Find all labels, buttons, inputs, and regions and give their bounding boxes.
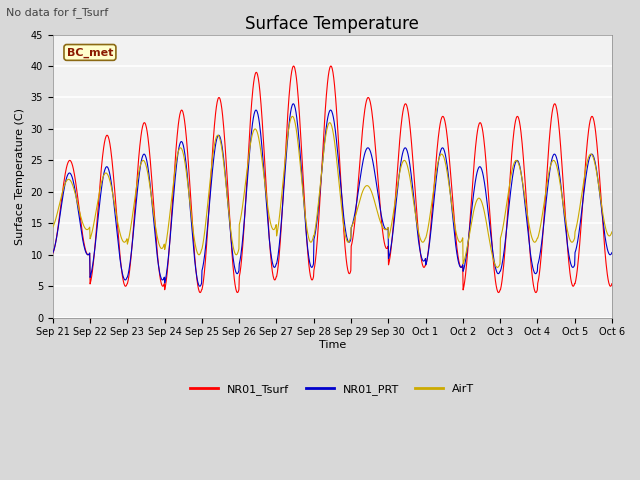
X-axis label: Time: Time [319, 340, 346, 350]
Text: BC_met: BC_met [67, 48, 113, 58]
Legend: NR01_Tsurf, NR01_PRT, AirT: NR01_Tsurf, NR01_PRT, AirT [186, 380, 479, 400]
Y-axis label: Surface Temperature (C): Surface Temperature (C) [15, 108, 25, 245]
Text: No data for f_Tsurf: No data for f_Tsurf [6, 7, 109, 18]
Title: Surface Temperature: Surface Temperature [245, 15, 419, 33]
